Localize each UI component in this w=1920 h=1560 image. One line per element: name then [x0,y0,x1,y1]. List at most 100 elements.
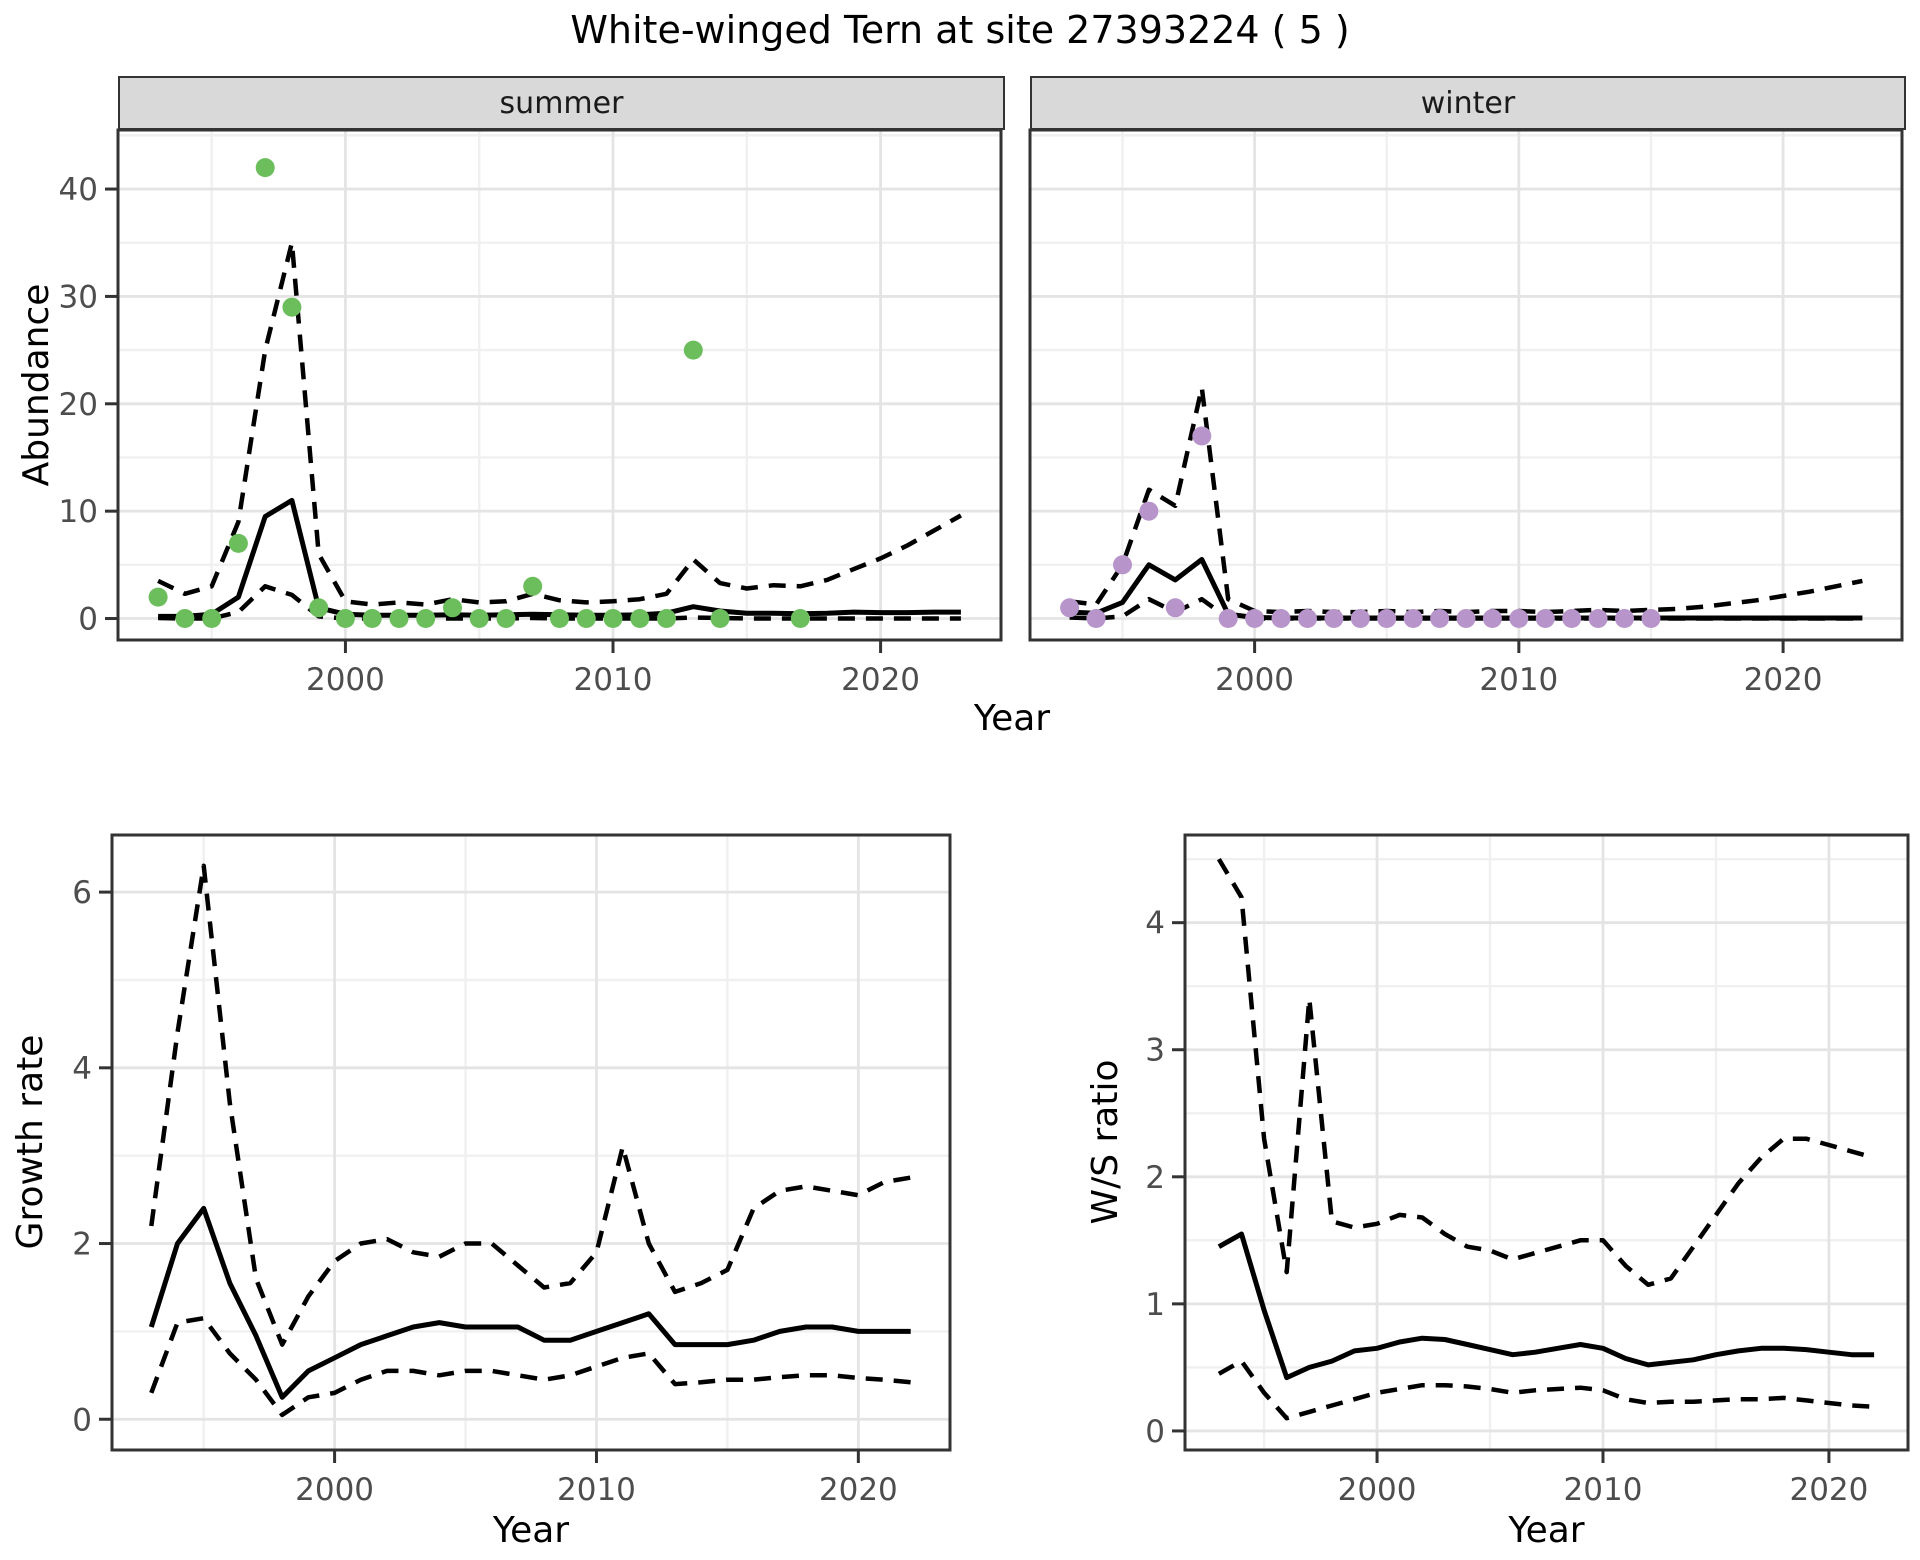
observation-point [1165,598,1185,618]
x-tick-label: 2010 [557,1472,636,1508]
observation-point [1562,609,1582,628]
panel-background [1030,130,1902,640]
observation-point [710,609,730,628]
observation-point [657,609,676,628]
observation-point [550,609,569,628]
data-layer [1216,857,1875,1421]
lower-ci-line [149,1315,911,1418]
observation-point [362,609,382,628]
panel-growth-rate: 2000 2010 2020 0 2 4 6 [72,833,952,1508]
observation-point [1456,609,1476,628]
facet-strip-summer-label: summer [499,85,624,121]
panel-abundance-winter: 2000 2010 2020 [1028,128,1904,698]
panel-abundance-summer: 2000 2010 2020 0 10 20 30 40 [59,128,1003,698]
observation-point [1615,609,1634,628]
x-tick-label: 2020 [1744,662,1823,698]
x-tick-label: 2010 [574,662,653,698]
panel-border [116,128,1003,642]
data-layer [1060,385,1863,628]
observation-point [309,598,329,618]
y-tick-label: 1 [1145,1287,1165,1323]
observation-point [469,609,489,628]
observation-point [1113,555,1132,575]
observation-point [496,609,516,628]
data-layer [148,158,962,628]
observation-point [1271,609,1291,628]
observation-point [443,598,462,618]
x-tick-label: 2000 [1215,662,1294,698]
observation-point [1192,426,1212,446]
x-axis-title-top: Year [973,698,1051,739]
facet-strip-winter-label: winter [1420,85,1516,121]
panel-ws-ratio: 2000 2010 2020 0 1 2 3 4 [1145,833,1910,1508]
observation-point [1377,609,1397,628]
plot-title: White-winged Tern at site 27393224 ( 5 ) [570,8,1350,52]
observation-point [202,609,222,628]
y-tick-label: 40 [59,172,98,208]
observation-point [1245,609,1265,628]
x-tick-label: 2010 [1564,1472,1643,1508]
x-tick-label: 2020 [1789,1472,1868,1508]
mean-line [1217,1231,1875,1381]
observation-point [603,609,623,628]
observation-point [1086,609,1106,628]
upper-ci-line [1216,857,1875,1288]
panel-background [118,130,1001,640]
y-tick-label: 4 [72,1051,92,1087]
panel-border [110,833,952,1452]
panel-background [1185,835,1908,1450]
y-tick-label: 0 [72,1402,92,1438]
observation-point [389,609,409,628]
y-tick-label: 30 [59,279,98,315]
x-axis-title-growth-rate: Year [492,1510,570,1551]
observation-point [175,609,195,628]
observation-point [523,576,543,596]
observation-point [228,533,248,553]
observation-point [335,609,355,628]
observation-point [255,158,275,178]
observation-point [683,340,703,360]
facet-strip-winter: winter [1030,76,1906,130]
observation-point [1641,609,1661,628]
observation-point [282,297,302,317]
data-layer [148,863,912,1418]
observation-point [1324,609,1344,628]
observation-point [1535,609,1555,628]
observation-point [1403,609,1423,628]
x-tick-label: 2020 [819,1472,898,1508]
y-tick-label: 10 [59,494,98,530]
observation-point [1060,598,1080,618]
x-tick-label: 2010 [1479,662,1558,698]
y-tick-label: 0 [78,602,98,638]
observation-point [790,609,810,628]
x-tick-label: 2000 [295,1472,374,1508]
upper-ci-line [157,240,962,607]
x-axis-title-ws-ratio: Year [1508,1510,1585,1551]
facet-strip-summer: summer [118,76,1005,130]
mean-line [148,1205,911,1400]
y-tick-label: 2 [1145,1160,1165,1196]
observation-point [1350,609,1370,628]
x-tick-label: 2000 [1338,1472,1417,1508]
observation-point [1298,609,1317,628]
observation-point [416,609,436,628]
y-tick-label: 2 [72,1227,92,1263]
observation-point [1218,609,1238,628]
observation-point [1430,609,1450,628]
observation-point [1482,609,1502,628]
observation-point [148,587,168,607]
y-tick-label: 6 [72,875,92,911]
observation-point [1139,501,1159,521]
y-tick-label: 20 [59,387,98,423]
y-tick-label: 3 [1145,1033,1165,1069]
observation-point [1588,609,1608,628]
panel-background [112,835,950,1450]
observation-point [630,609,650,628]
y-tick-label: 4 [1145,906,1165,942]
lower-ci-line [1217,1358,1875,1421]
panel-border [1183,833,1910,1452]
x-tick-label: 2020 [841,662,920,698]
panel-border [1028,128,1904,642]
